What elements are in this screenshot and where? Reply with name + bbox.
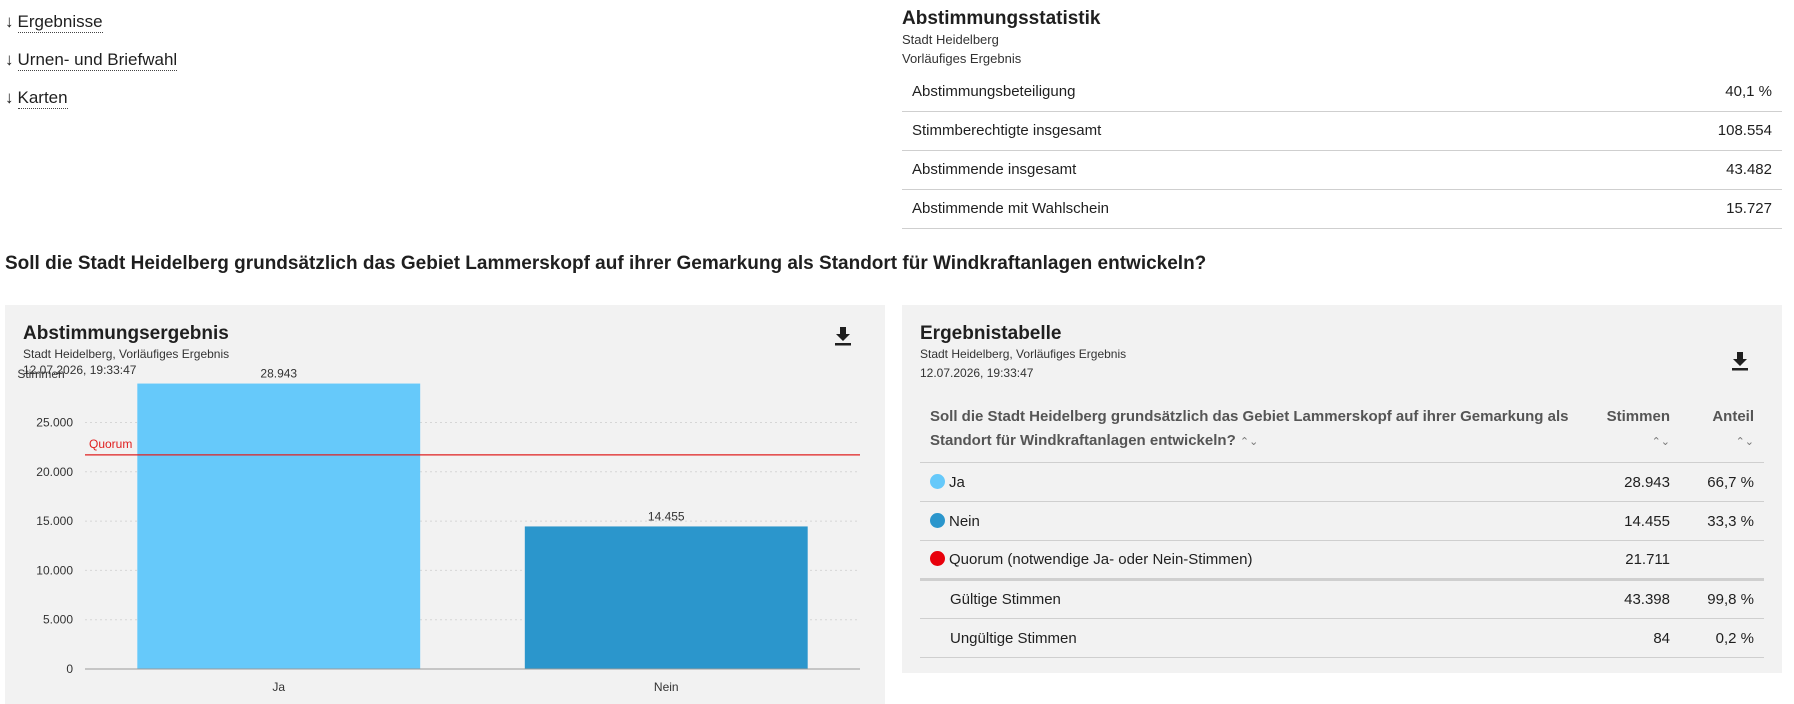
table-panel-title: Ergebnistabelle bbox=[920, 323, 1062, 344]
summary-label: Gültige Stimmen bbox=[920, 579, 1580, 619]
table-panel-subtitle: Stadt Heidelberg, Vorläufiges Ergebnis bbox=[920, 347, 1127, 361]
table-row: Quorum (notwendige Ja- oder Nein-Stimmen… bbox=[920, 540, 1764, 581]
option-label: Nein bbox=[949, 512, 980, 530]
bar-value-label: 28.943 bbox=[260, 367, 297, 381]
column-header-question[interactable]: Soll die Stadt Heidelberg grundsätzlich … bbox=[920, 397, 1580, 463]
download-icon[interactable] bbox=[1730, 350, 1750, 372]
stats-row: Abstimmende insgesamt 43.482 bbox=[902, 150, 1782, 190]
stats-subtitle-status: Vorläufiges Ergebnis bbox=[902, 51, 1022, 66]
bar-ja bbox=[137, 383, 421, 669]
table-panel-timestamp: 12.07.2026, 19:33:47 bbox=[920, 366, 1034, 380]
option-cell: Ja bbox=[920, 462, 1580, 502]
x-tick-label: Ja bbox=[272, 680, 285, 694]
stats-value: 40,1 % bbox=[1557, 72, 1782, 112]
anchor-nav: ↓ Ergebnisse ↓ Urnen- und Briefwahl ↓ Karte… bbox=[5, 12, 178, 126]
column-header-share[interactable]: Anteil ⌃⌄ bbox=[1680, 397, 1764, 463]
stats-value: 108.554 bbox=[1557, 111, 1782, 151]
arrow-down-icon: ↓ bbox=[5, 50, 14, 69]
table-header-row: Soll die Stadt Heidelberg grundsätzlich … bbox=[920, 397, 1764, 463]
votes-cell: 28.943 bbox=[1580, 462, 1680, 502]
bar-value-label: 14.455 bbox=[648, 509, 685, 523]
y-axis-label: Stimmen bbox=[17, 367, 64, 381]
nav-link-urnen-briefwahl[interactable]: ↓ Urnen- und Briefwahl bbox=[5, 50, 178, 71]
sort-icon[interactable]: ⌃⌄ bbox=[1651, 436, 1670, 448]
x-tick-label: Nein bbox=[654, 680, 679, 694]
nav-link-ergebnisse[interactable]: ↓ Ergebnisse bbox=[5, 12, 177, 33]
option-cell: Nein bbox=[920, 501, 1580, 541]
chart-panel-subtitle: Stadt Heidelberg, Vorläufiges Ergebnis bbox=[23, 347, 230, 361]
y-tick-label: 10.000 bbox=[36, 563, 73, 577]
stats-row: Stimmberechtigte insgesamt 108.554 bbox=[902, 111, 1782, 151]
table-summary-row: Gültige Stimmen 43.398 99,8 % bbox=[920, 579, 1764, 619]
option-label: Ja bbox=[949, 473, 965, 491]
download-icon[interactable] bbox=[833, 325, 853, 347]
y-tick-label: 5.000 bbox=[43, 613, 73, 627]
table-row: Ja 28.943 66,7 % bbox=[920, 462, 1764, 502]
column-header-label: Anteil bbox=[1712, 408, 1754, 425]
voting-statistics: Abstimmungsstatistik Stadt Heidelberg Vo… bbox=[902, 8, 1782, 229]
y-tick-label: 25.000 bbox=[36, 415, 73, 429]
legend-dot bbox=[930, 512, 945, 528]
referendum-question: Soll die Stadt Heidelberg grundsätzlich … bbox=[5, 253, 1207, 274]
stats-row: Abstimmende mit Wahlschein 15.727 bbox=[902, 189, 1782, 229]
option-label: Quorum (notwendige Ja- oder Nein-Stimmen… bbox=[949, 551, 1253, 568]
share-cell bbox=[1680, 540, 1764, 581]
legend-dot bbox=[930, 473, 945, 489]
share-cell: 66,7 % bbox=[1680, 462, 1764, 502]
summary-label: Ungültige Stimmen bbox=[920, 618, 1580, 658]
bar-nein bbox=[524, 526, 808, 669]
y-tick-label: 15.000 bbox=[36, 514, 73, 528]
result-chart-panel: Abstimmungsergebnis Stadt Heidelberg, Vo… bbox=[5, 305, 885, 704]
table-row: Nein 14.455 33,3 % bbox=[920, 501, 1764, 541]
nav-link-label: Karten bbox=[17, 88, 68, 109]
stats-label: Abstimmende insgesamt bbox=[902, 150, 1558, 190]
result-table: Soll die Stadt Heidelberg grundsätzlich … bbox=[920, 397, 1764, 658]
stats-table: Abstimmungsbeteiligung 40,1 % Stimmberech… bbox=[902, 72, 1782, 229]
stats-label: Abstimmungsbeteiligung bbox=[902, 72, 1558, 112]
votes-cell: 14.455 bbox=[1580, 501, 1680, 541]
votes-cell: 21.711 bbox=[1580, 540, 1680, 581]
chart-panel-title: Abstimmungsergebnis bbox=[23, 323, 229, 344]
stats-value: 15.727 bbox=[1557, 189, 1782, 229]
column-header-label: Stimmen bbox=[1606, 408, 1670, 425]
share-cell: 0,2 % bbox=[1680, 618, 1764, 658]
nav-link-label: Ergebnisse bbox=[17, 12, 103, 33]
column-header-votes[interactable]: Stimmen ⌃⌄ bbox=[1580, 397, 1680, 463]
stats-subtitle-city: Stadt Heidelberg bbox=[902, 32, 999, 47]
table-summary-row: Ungültige Stimmen 84 0,2 % bbox=[920, 618, 1764, 658]
nav-link-karten[interactable]: ↓ Karten bbox=[5, 88, 177, 109]
legend-dot bbox=[930, 551, 945, 566]
stats-value: 43.482 bbox=[1557, 150, 1782, 190]
votes-cell: 84 bbox=[1580, 618, 1680, 658]
stats-label: Abstimmende mit Wahlschein bbox=[902, 189, 1558, 229]
option-cell: Quorum (notwendige Ja- oder Nein-Stimmen… bbox=[920, 540, 1580, 581]
stats-label: Stimmberechtigte insgesamt bbox=[902, 111, 1558, 151]
result-table-panel: Ergebnistabelle Stadt Heidelberg, Vorläu… bbox=[902, 305, 1782, 673]
quorum-label: Quorum bbox=[89, 437, 132, 451]
stats-row: Abstimmungsbeteiligung 40,1 % bbox=[902, 72, 1782, 112]
column-header-label: Soll die Stadt Heidelberg grundsätzlich … bbox=[930, 408, 1569, 449]
share-cell: 33,3 % bbox=[1680, 501, 1764, 541]
arrow-down-icon: ↓ bbox=[5, 88, 14, 107]
arrow-down-icon: ↓ bbox=[5, 12, 14, 31]
y-tick-label: 0 bbox=[66, 662, 73, 676]
y-tick-label: 20.000 bbox=[36, 465, 73, 479]
votes-cell: 43.398 bbox=[1580, 579, 1680, 619]
nav-link-label: Urnen- und Briefwahl bbox=[17, 50, 178, 71]
result-bar-chart: Stimmen 0 5.000 10.000 15.000 20.000 25.000 28.… bbox=[17, 367, 860, 694]
share-cell: 99,8 % bbox=[1680, 579, 1764, 619]
stats-title: Abstimmungsstatistik bbox=[902, 8, 1101, 29]
sort-icon[interactable]: ⌃⌄ bbox=[1735, 436, 1754, 448]
sort-icon[interactable]: ⌃⌄ bbox=[1239, 436, 1259, 448]
chart-panel-timestamp: 12.07.2026, 19:33:47 bbox=[23, 363, 137, 377]
